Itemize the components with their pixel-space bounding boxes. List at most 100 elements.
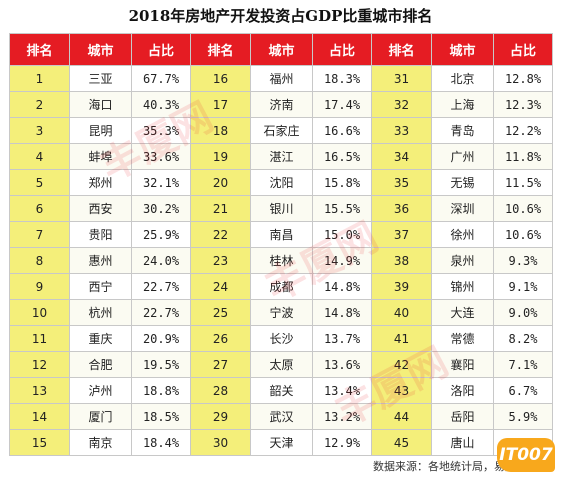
city-name: 岳阳 <box>431 403 494 430</box>
city-name: 襄阳 <box>431 351 494 378</box>
city-name: 福州 <box>250 65 313 92</box>
city-name: 重庆 <box>69 325 132 352</box>
rank-value: 2 <box>9 91 70 118</box>
share-value: 18.5% <box>131 403 191 430</box>
header-city: 城市 <box>250 33 313 66</box>
site-logo: IT007 <box>497 438 555 472</box>
rank-value: 39 <box>371 273 432 300</box>
city-name: 南昌 <box>250 221 313 248</box>
share-value: 18.8% <box>131 377 191 404</box>
rank-value: 31 <box>371 65 432 92</box>
rank-value: 18 <box>190 117 251 144</box>
city-name: 贵阳 <box>69 221 132 248</box>
header-city: 城市 <box>69 33 132 66</box>
rank-value: 13 <box>9 377 70 404</box>
city-name: 上海 <box>431 91 494 118</box>
rank-value: 11 <box>9 325 70 352</box>
rank-value: 7 <box>9 221 70 248</box>
table-row: 9 西宁 22.7% 24 成都 14.8% 39 锦州 9.1% <box>9 273 553 300</box>
share-value: 9.3% <box>493 247 553 274</box>
rank-value: 12 <box>9 351 70 378</box>
table-header-row: 排名 城市 占比 排名 城市 占比 排名 城市 占比 <box>9 33 553 66</box>
rank-value: 25 <box>190 299 251 326</box>
header-share: 占比 <box>493 33 553 66</box>
share-value: 18.4% <box>131 429 191 456</box>
share-value: 16.5% <box>312 143 372 170</box>
rank-value: 36 <box>371 195 432 222</box>
city-name: 深圳 <box>431 195 494 222</box>
table-row: 3 昆明 35.3% 18 石家庄 16.6% 33 青岛 12.2% <box>9 117 553 144</box>
city-name: 无锡 <box>431 169 494 196</box>
share-value: 17.4% <box>312 91 372 118</box>
share-value: 12.8% <box>493 65 553 92</box>
city-name: 泉州 <box>431 247 494 274</box>
header-rank: 排名 <box>190 33 251 66</box>
table-row: 14 厦门 18.5% 29 武汉 13.2% 44 岳阳 5.9% <box>9 403 553 430</box>
table-row: 13 泸州 18.8% 28 韶关 13.4% 43 洛阳 6.7% <box>9 377 553 404</box>
header-share: 占比 <box>312 33 372 66</box>
table-row: 4 蚌埠 33.6% 19 湛江 16.5% 34 广州 11.8% <box>9 143 553 170</box>
share-value: 15.8% <box>312 169 372 196</box>
share-value: 15.5% <box>312 195 372 222</box>
rank-value: 14 <box>9 403 70 430</box>
rank-value: 30 <box>190 429 251 456</box>
city-name: 南京 <box>69 429 132 456</box>
rank-value: 8 <box>9 247 70 274</box>
rank-value: 15 <box>9 429 70 456</box>
share-value: 13.2% <box>312 403 372 430</box>
share-value: 30.2% <box>131 195 191 222</box>
share-value: 35.3% <box>131 117 191 144</box>
city-name: 杭州 <box>69 299 132 326</box>
rank-value: 27 <box>190 351 251 378</box>
city-name: 银川 <box>250 195 313 222</box>
share-value: 6.7% <box>493 377 553 404</box>
share-value: 18.3% <box>312 65 372 92</box>
city-name: 三亚 <box>69 65 132 92</box>
rank-value: 38 <box>371 247 432 274</box>
city-name: 合肥 <box>69 351 132 378</box>
city-name: 太原 <box>250 351 313 378</box>
share-value: 12.9% <box>312 429 372 456</box>
table-body: 1 三亚 67.7% 16 福州 18.3% 31 北京 12.8% 2 海口 40.3% 17 济南 17… <box>9 65 553 456</box>
rank-value: 9 <box>9 273 70 300</box>
rank-value: 10 <box>9 299 70 326</box>
city-name: 西安 <box>69 195 132 222</box>
share-value: 5.9% <box>493 403 553 430</box>
ranking-table: 排名 城市 占比 排名 城市 占比 排名 城市 占比 1 三亚 67.7% 16 福州 1… <box>9 33 553 456</box>
city-name: 桂林 <box>250 247 313 274</box>
share-value: 67.7% <box>131 65 191 92</box>
rank-value: 32 <box>371 91 432 118</box>
header-rank: 排名 <box>9 33 70 66</box>
rank-value: 33 <box>371 117 432 144</box>
table-row: 1 三亚 67.7% 16 福州 18.3% 31 北京 12.8% <box>9 65 553 92</box>
city-name: 郑州 <box>69 169 132 196</box>
rank-value: 6 <box>9 195 70 222</box>
share-value: 11.8% <box>493 143 553 170</box>
share-value: 13.7% <box>312 325 372 352</box>
table-row: 7 贵阳 25.9% 22 南昌 15.0% 37 徐州 10.6% <box>9 221 553 248</box>
rank-value: 40 <box>371 299 432 326</box>
rank-value: 37 <box>371 221 432 248</box>
city-name: 天津 <box>250 429 313 456</box>
rank-value: 42 <box>371 351 432 378</box>
table-row: 10 杭州 22.7% 25 宁波 14.8% 40 大连 9.0% <box>9 299 553 326</box>
city-name: 长沙 <box>250 325 313 352</box>
city-name: 大连 <box>431 299 494 326</box>
city-name: 惠州 <box>69 247 132 274</box>
city-name: 武汉 <box>250 403 313 430</box>
city-name: 昆明 <box>69 117 132 144</box>
rank-value: 28 <box>190 377 251 404</box>
share-value: 11.5% <box>493 169 553 196</box>
rank-value: 29 <box>190 403 251 430</box>
header-city: 城市 <box>431 33 494 66</box>
rank-value: 5 <box>9 169 70 196</box>
share-value: 33.6% <box>131 143 191 170</box>
city-name: 厦门 <box>69 403 132 430</box>
table-row: 8 惠州 24.0% 23 桂林 14.9% 38 泉州 9.3% <box>9 247 553 274</box>
rank-value: 23 <box>190 247 251 274</box>
share-value: 16.6% <box>312 117 372 144</box>
rank-value: 24 <box>190 273 251 300</box>
rank-value: 43 <box>371 377 432 404</box>
rank-value: 17 <box>190 91 251 118</box>
